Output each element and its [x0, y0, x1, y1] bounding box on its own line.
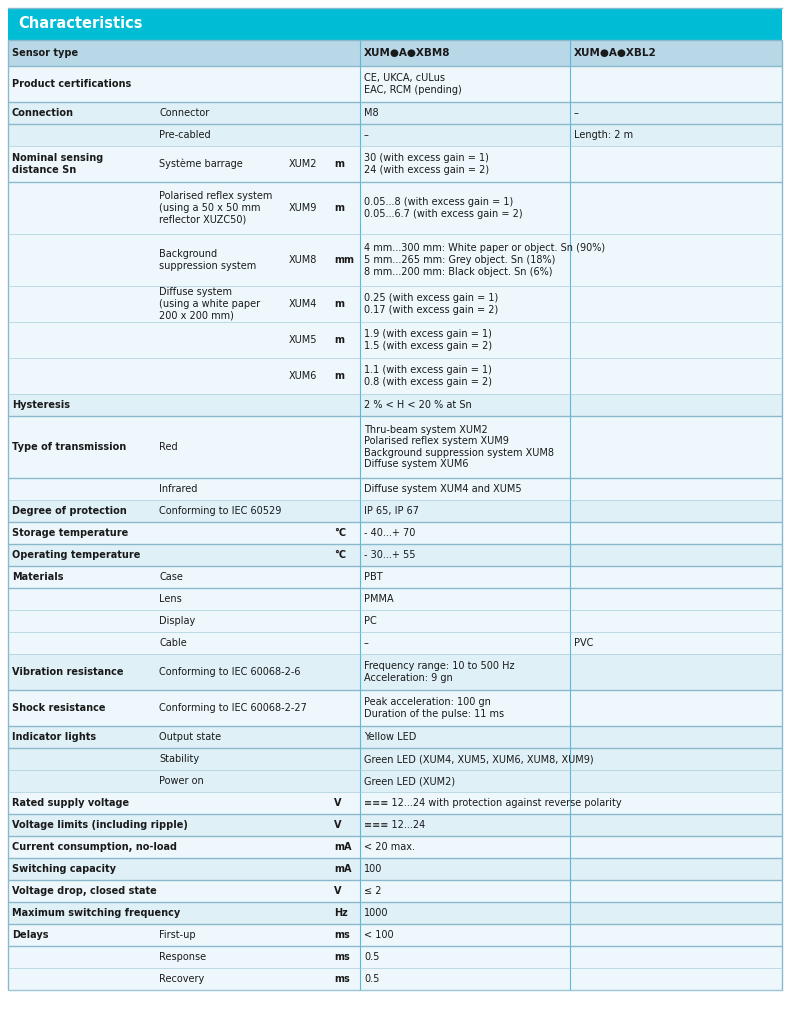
Text: Rated supply voltage: Rated supply voltage [12, 798, 129, 808]
Bar [8, 814, 782, 836]
Text: Stability: Stability [159, 755, 199, 764]
Text: XUM9: XUM9 [289, 203, 318, 213]
Text: PBT: PBT [364, 572, 382, 582]
Text: Hysteresis: Hysteresis [12, 400, 70, 410]
Text: Conforming to IEC 60529: Conforming to IEC 60529 [159, 506, 281, 516]
Bar [8, 500, 782, 522]
Bar [8, 8, 782, 40]
Text: Frequency range: 10 to 500 Hz
Acceleration: 9 gn: Frequency range: 10 to 500 Hz Accelerati… [364, 661, 514, 683]
Text: –: – [364, 638, 369, 648]
Text: PVC: PVC [574, 638, 593, 648]
Text: < 100: < 100 [364, 930, 393, 940]
Text: Storage temperature: Storage temperature [12, 528, 128, 538]
Text: PC: PC [364, 616, 377, 626]
Text: XUM4: XUM4 [289, 299, 318, 309]
Text: M8: M8 [364, 108, 378, 118]
Text: Peak acceleration: 100 gn
Duration of the pulse: 11 ms: Peak acceleration: 100 gn Duration of th… [364, 698, 504, 718]
Text: V: V [334, 886, 341, 896]
Text: Length: 2 m: Length: 2 m [574, 130, 633, 140]
Text: Cable: Cable [159, 638, 186, 648]
Text: ms: ms [334, 952, 350, 962]
Text: Display: Display [159, 616, 195, 626]
Text: XUM●A●XBM8: XUM●A●XBM8 [364, 48, 450, 58]
Text: Diffuse system XUM4 and XUM5: Diffuse system XUM4 and XUM5 [364, 484, 521, 494]
Text: Polarised reflex system
(using a 50 x 50 mm
reflector XUZC50): Polarised reflex system (using a 50 x 50… [159, 191, 273, 225]
Text: Yellow LED: Yellow LED [364, 732, 416, 742]
Text: First-up: First-up [159, 930, 196, 940]
Text: Delays: Delays [12, 930, 48, 940]
Text: Degree of protection: Degree of protection [12, 506, 126, 516]
Text: m: m [334, 299, 344, 309]
Bar [8, 858, 782, 880]
Text: °C: °C [334, 550, 346, 560]
Text: Current consumption, no-load: Current consumption, no-load [12, 842, 177, 852]
Text: IP 65, IP 67: IP 65, IP 67 [364, 506, 419, 516]
Text: Conforming to IEC 60068-2-27: Conforming to IEC 60068-2-27 [159, 703, 307, 713]
Text: Thru-beam system XUM2
Polarised reflex system XUM9
Background suppression system: Thru-beam system XUM2 Polarised reflex s… [364, 424, 554, 470]
Text: 30 (with excess gain = 1)
24 (with excess gain = 2): 30 (with excess gain = 1) 24 (with exces… [364, 153, 489, 175]
Bar [8, 924, 782, 946]
Text: –: – [364, 130, 369, 140]
Text: 4 mm...300 mm: White paper or object. Sn (90%)
5 mm...265 mm: Grey object. Sn (1: 4 mm...300 mm: White paper or object. Sn… [364, 243, 605, 276]
Text: m: m [334, 203, 344, 213]
Text: XUM2: XUM2 [289, 159, 318, 169]
Text: V: V [334, 820, 341, 830]
Text: Operating temperature: Operating temperature [12, 550, 141, 560]
Bar [8, 102, 782, 124]
Bar [8, 358, 782, 394]
Text: Hz: Hz [334, 908, 348, 918]
Text: Lens: Lens [159, 594, 182, 604]
Bar [8, 946, 782, 968]
Bar [8, 416, 782, 478]
Text: Nominal sensing
distance Sn: Nominal sensing distance Sn [12, 153, 103, 175]
Text: XUM5: XUM5 [289, 335, 318, 345]
Text: Diffuse system
(using a white paper
200 x 200 mm): Diffuse system (using a white paper 200 … [159, 288, 260, 321]
Text: ≡≡≡ 12...24: ≡≡≡ 12...24 [364, 820, 425, 830]
Bar [8, 836, 782, 858]
Text: Connection: Connection [12, 108, 74, 118]
Bar [8, 234, 782, 286]
Text: Infrared: Infrared [159, 484, 198, 494]
Bar [8, 66, 782, 102]
Text: Power on: Power on [159, 776, 204, 786]
Text: Green LED (XUM4, XUM5, XUM6, XUM8, XUM9): Green LED (XUM4, XUM5, XUM6, XUM8, XUM9) [364, 755, 593, 764]
Bar [8, 880, 782, 901]
Text: 1.9 (with excess gain = 1)
1.5 (with excess gain = 2): 1.9 (with excess gain = 1) 1.5 (with exc… [364, 329, 492, 351]
Text: Output state: Output state [159, 732, 221, 742]
Text: m: m [334, 371, 344, 381]
Text: 1.1 (with excess gain = 1)
0.8 (with excess gain = 2): 1.1 (with excess gain = 1) 0.8 (with exc… [364, 365, 492, 387]
Text: Red: Red [159, 442, 178, 452]
Text: XUM8: XUM8 [289, 255, 318, 265]
Bar [8, 286, 782, 322]
Text: mm: mm [334, 255, 354, 265]
Text: - 30...+ 55: - 30...+ 55 [364, 550, 416, 560]
Bar [8, 478, 782, 500]
Text: Vibration resistance: Vibration resistance [12, 667, 123, 677]
Text: –: – [574, 108, 579, 118]
Text: PMMA: PMMA [364, 594, 393, 604]
Bar [8, 146, 782, 182]
Text: ms: ms [334, 930, 350, 940]
Text: V: V [334, 798, 341, 808]
Text: XUM6: XUM6 [289, 371, 318, 381]
Text: Sensor type: Sensor type [12, 48, 78, 58]
Text: 0.5: 0.5 [364, 974, 379, 984]
Text: Système barrage: Système barrage [159, 158, 243, 170]
Bar [8, 610, 782, 632]
Bar [8, 394, 782, 416]
Text: °C: °C [334, 528, 346, 538]
Bar [8, 901, 782, 924]
Text: Voltage limits (including ripple): Voltage limits (including ripple) [12, 820, 188, 830]
Bar [8, 40, 782, 66]
Text: 0.5: 0.5 [364, 952, 379, 962]
Bar [8, 632, 782, 654]
Bar [8, 726, 782, 748]
Bar [8, 588, 782, 610]
Text: 1000: 1000 [364, 908, 389, 918]
Bar [8, 690, 782, 726]
Text: m: m [334, 159, 344, 169]
Text: < 20 max.: < 20 max. [364, 842, 415, 852]
Text: ≡≡≡ 12...24 with protection against reverse polarity: ≡≡≡ 12...24 with protection against reve… [364, 798, 622, 808]
Text: Type of transmission: Type of transmission [12, 442, 126, 452]
Text: Background
suppression system: Background suppression system [159, 249, 256, 271]
